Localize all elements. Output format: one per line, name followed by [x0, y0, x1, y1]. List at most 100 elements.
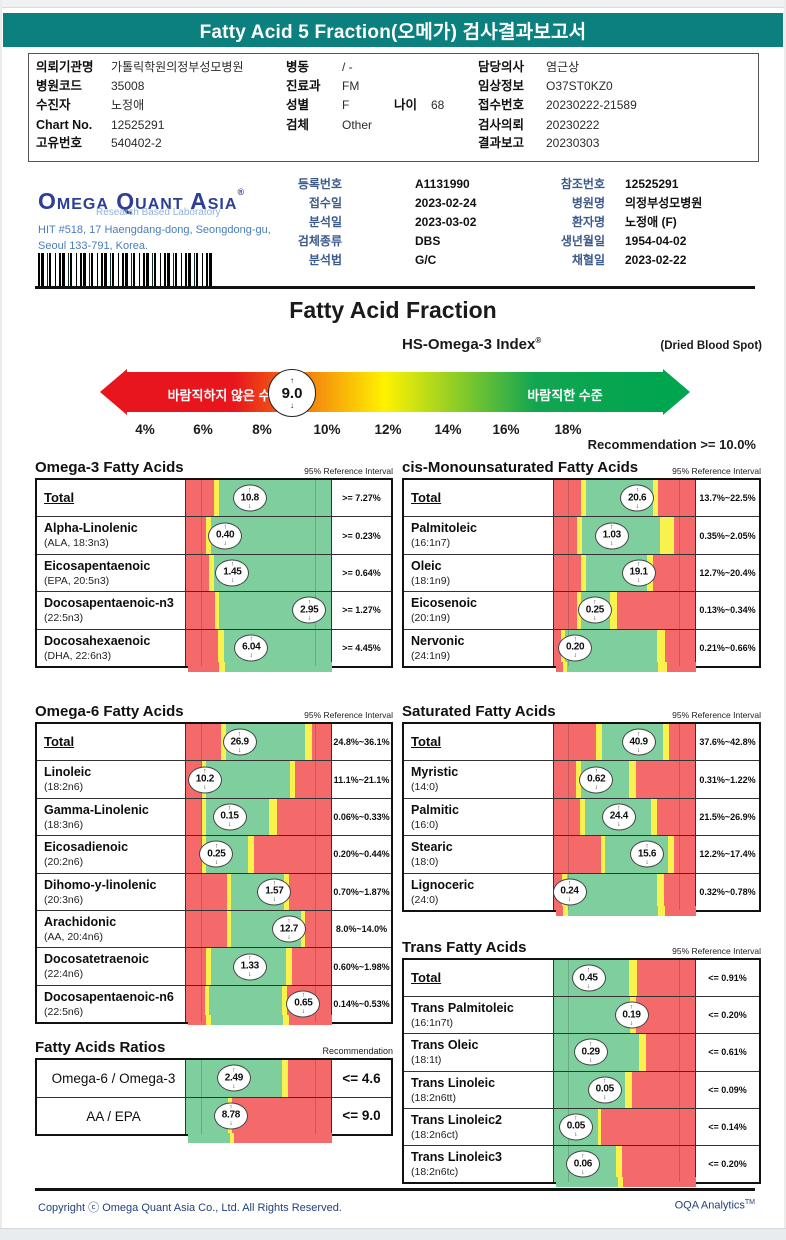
reference-gridline	[315, 1097, 317, 1134]
reference-cell: 0.70%~1.87%	[331, 873, 391, 910]
zone-red	[554, 761, 576, 798]
zone-red	[554, 480, 581, 517]
page-edge-top	[0, 0, 786, 8]
marker-value: 0.29	[581, 1046, 601, 1058]
fatty-acid-label: Gamma-Linolenic (18:3n6)	[37, 798, 186, 836]
result-bar-zones	[186, 554, 331, 592]
fatty-acid-formula: (DHA, 22:6n3)	[44, 649, 112, 662]
zone-yellow	[286, 948, 292, 985]
patient-field-value: 540402-2	[111, 136, 162, 150]
marker-value: 24.4	[609, 810, 629, 822]
fatty-acid-label: Total	[404, 724, 554, 761]
result-bar: ↑ 19.1 ↓	[554, 554, 695, 592]
fatty-acid-name: Total	[411, 970, 442, 985]
result-bar: ↑ 0.05 ↓	[554, 1108, 695, 1145]
result-bar-zones	[186, 798, 331, 836]
omega3-index-gauge: 바람직하지 않은 수준 바람직한 수준 ↑ 9.0 ↓ 4% 6% 8% 10% 12%…	[100, 366, 690, 442]
value-marker: ↑ 0.62 ↓	[579, 766, 614, 794]
index-recommendation: Recommendation >= 10.0%	[587, 437, 756, 452]
marker-value: 8.78	[221, 1109, 241, 1121]
reference-cell: >= 0.23%	[331, 517, 391, 554]
lab-field-label: 분석일	[308, 215, 342, 229]
marker-down-arrow-icon: ↓	[301, 1007, 306, 1015]
zone-green	[568, 906, 659, 916]
reference-gridline	[568, 480, 570, 517]
value-marker: ↑ 0.40 ↓	[208, 522, 243, 550]
fatty-acid-name: Eicosapentaenoic	[44, 558, 151, 573]
result-bar: ↑ 2.95 ↓	[186, 592, 331, 629]
footer-copyright: Copyright ⓒ Omega Quant Asia Co., Ltd. A…	[38, 1202, 342, 1214]
result-bar-zones	[554, 517, 695, 554]
result-bar: ↑ 0.62 ↓	[554, 761, 695, 798]
zone-yellow	[219, 662, 226, 672]
fatty-acid-formula: (18:2n6tt)	[411, 1091, 456, 1104]
fatty-acid-label: Docosapentaenoic-n3 (22:5n3)	[37, 592, 186, 629]
reference-value: 0.13%~0.34%	[699, 605, 756, 616]
reference-cell: 0.35%~2.05%	[695, 517, 759, 554]
fatty-acid-formula: (20:1n9)	[411, 612, 451, 625]
patient-field-label: 임상정보	[478, 79, 525, 93]
reference-cell: 11.1%~21.1%	[331, 761, 391, 798]
fatty-acid-formula: (EPA, 20:5n3)	[44, 574, 110, 587]
patient-field-value: 노정애	[111, 98, 145, 112]
value-marker: ↑ 0.25 ↓	[577, 596, 612, 624]
gauge-tick-label: 16%	[492, 422, 520, 437]
reference-value: <= 4.6	[342, 1070, 381, 1086]
marker-down-arrow-icon: ↓	[636, 746, 641, 754]
fatty-acid-formula: (18:2n6ct)	[411, 1128, 459, 1141]
zone-green	[187, 1133, 230, 1143]
lab-field-value: 2023-02-24	[415, 196, 477, 210]
reference-gridline	[679, 1034, 681, 1071]
zone-red	[288, 873, 331, 910]
reference-gridline	[315, 517, 317, 554]
marker-down-arrow-icon: ↓	[223, 539, 227, 547]
fatty-acid-label: Eicosenoic (20:1n9)	[404, 592, 554, 629]
footer-brand: OQA AnalyticsTM	[674, 1199, 755, 1212]
value-marker: ↑ 2.49 ↓	[216, 1064, 251, 1092]
value-marker: ↑ 40.9 ↓	[621, 728, 656, 756]
zone-red	[288, 1060, 331, 1097]
zone-red	[232, 1097, 331, 1134]
reference-cell: >= 0.64%	[331, 554, 391, 592]
zone-red	[312, 724, 331, 761]
zone-red	[277, 798, 331, 836]
table-omega6: Omega-6 Fatty Acids 95% Reference Interva…	[35, 697, 393, 1026]
marker-down-arrow-icon: ↓	[603, 1093, 607, 1101]
fatty-acid-formula: (14:0)	[411, 781, 439, 794]
zone-yellow	[215, 592, 220, 629]
fatty-acid-name: Myristic	[411, 765, 459, 780]
marker-down-arrow-icon: ↓	[272, 895, 277, 903]
marker-value: 2.49	[224, 1072, 244, 1084]
table-row: Eicosapentaenoic (EPA, 20:5n3) ↑ 1.45 ↓ >= 0.…	[37, 554, 391, 593]
marker-value: 1.57	[265, 885, 284, 897]
reference-value: 11.1%~21.1%	[333, 774, 390, 785]
zone-red	[652, 554, 695, 592]
fatty-acid-name: Docosahexaenoic	[44, 633, 151, 648]
patient-field-label: 병동	[286, 60, 310, 74]
zone-red	[186, 480, 215, 517]
table-row: Trans Linoleic2 (18:2n6ct) ↑ 0.05 ↓ <= 0.14%	[404, 1108, 759, 1146]
reference-value: 0.32%~0.78%	[699, 886, 756, 897]
reference-cell: 0.06%~0.33%	[331, 798, 391, 836]
value-marker: ↑ 0.65 ↓	[286, 990, 321, 1018]
page-edge-left	[0, 0, 2, 1239]
bar-bleed-strip	[187, 1133, 333, 1143]
fatty-acid-name: Docosapentaenoic-n3	[44, 596, 174, 611]
patient-field-label: 수진자	[36, 98, 71, 112]
result-bar: ↑ 24.4 ↓	[554, 798, 695, 836]
patient-field-label: 검사의뢰	[478, 118, 525, 132]
marker-up-arrow-icon: ↑	[617, 804, 621, 812]
marker-up-arrow-icon: ↑	[301, 991, 306, 999]
table-row: Docosahexaenoic (DHA, 22:6n3) ↑ 6.04 ↓ >= 4.4…	[37, 629, 391, 666]
zone-red	[186, 798, 202, 836]
zone-red	[186, 554, 210, 592]
fatty-acid-name: Nervonic	[411, 633, 465, 648]
section-divider	[35, 286, 755, 289]
zone-yellow	[596, 724, 602, 761]
patient-field-value: 12525291	[111, 118, 165, 132]
result-bar: ↑ 0.06 ↓	[554, 1145, 695, 1183]
patient-info-box: 의뢰기관명 가톨릭학원의정부성모병원 병원코드 35008 수진자 노정애 Chart No…	[28, 53, 759, 162]
result-bar: ↑ 1.03 ↓	[554, 517, 695, 554]
zone-yellow	[226, 910, 231, 948]
marker-up-arrow-icon: ↑	[567, 879, 572, 887]
